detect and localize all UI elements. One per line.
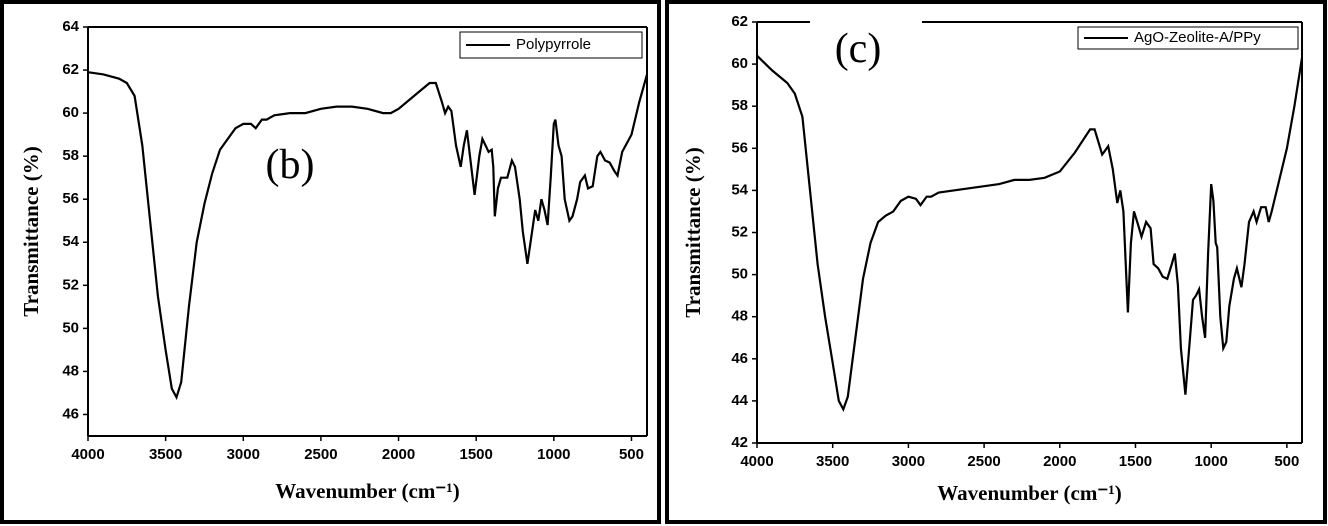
y-tick-label: 54 — [731, 181, 748, 198]
x-axis-label: Wavenumber (cm⁻¹) — [275, 479, 459, 503]
y-tick-label: 42 — [731, 434, 748, 451]
y-tick-label: 58 — [731, 97, 748, 114]
y-tick-label: 62 — [731, 13, 748, 30]
legend-box — [1077, 26, 1299, 50]
y-tick-label: 52 — [62, 276, 79, 293]
spectrum-line — [756, 54, 1304, 413]
spectrum-line — [87, 71, 649, 401]
y-tick-label: 52 — [731, 223, 748, 240]
x-tick-label: 3000 — [892, 453, 925, 470]
y-axis-label: Transmittance (%) — [19, 146, 43, 317]
x-tick-label: 1500 — [460, 446, 493, 463]
y-axis-label: Transmittance (%) — [681, 147, 705, 318]
x-tick-label: 1000 — [537, 446, 570, 463]
y-tick-label: 48 — [62, 362, 79, 379]
x-tick-label: 3500 — [816, 453, 849, 470]
y-tick-label: 46 — [62, 405, 79, 422]
y-tick-label: 54 — [62, 233, 79, 250]
x-tick-label: 3500 — [149, 446, 182, 463]
x-tick-label: 4000 — [71, 446, 104, 463]
y-tick-label: 60 — [731, 55, 748, 72]
annotation: (b) — [266, 142, 315, 188]
legend-label: Polypyrrole — [516, 36, 591, 53]
y-tick-label: 48 — [731, 308, 748, 325]
x-tick-label: 1000 — [1194, 453, 1227, 470]
panel-border — [0, 0, 661, 524]
x-axis-label: Wavenumber (cm⁻¹) — [937, 481, 1121, 505]
x-tick-label: 4000 — [740, 453, 773, 470]
x-tick-label: 500 — [619, 446, 644, 463]
x-tick-label: 2500 — [304, 446, 337, 463]
y-tick-label: 56 — [62, 190, 79, 207]
y-tick-label: 60 — [62, 104, 79, 121]
y-tick-label: 56 — [731, 139, 748, 156]
y-tick-label: 62 — [62, 61, 79, 78]
y-tick-label: 50 — [731, 266, 748, 283]
y-tick-label: 46 — [731, 350, 748, 367]
x-tick-label: 2000 — [382, 446, 415, 463]
annotation: (c) — [835, 26, 882, 72]
y-tick-label: 44 — [731, 392, 748, 409]
x-tick-label: 1500 — [1119, 453, 1152, 470]
y-tick-label: 64 — [62, 18, 79, 35]
x-tick-label: 500 — [1274, 453, 1299, 470]
legend-label: AgO-Zeolite-A/PPy — [1134, 29, 1261, 46]
panel-border — [665, 0, 1327, 524]
x-tick-label: 2500 — [967, 453, 1000, 470]
y-tick-label: 50 — [62, 319, 79, 336]
x-tick-label: 3000 — [227, 446, 260, 463]
y-tick-label: 58 — [62, 147, 79, 164]
x-tick-label: 2000 — [1043, 453, 1076, 470]
